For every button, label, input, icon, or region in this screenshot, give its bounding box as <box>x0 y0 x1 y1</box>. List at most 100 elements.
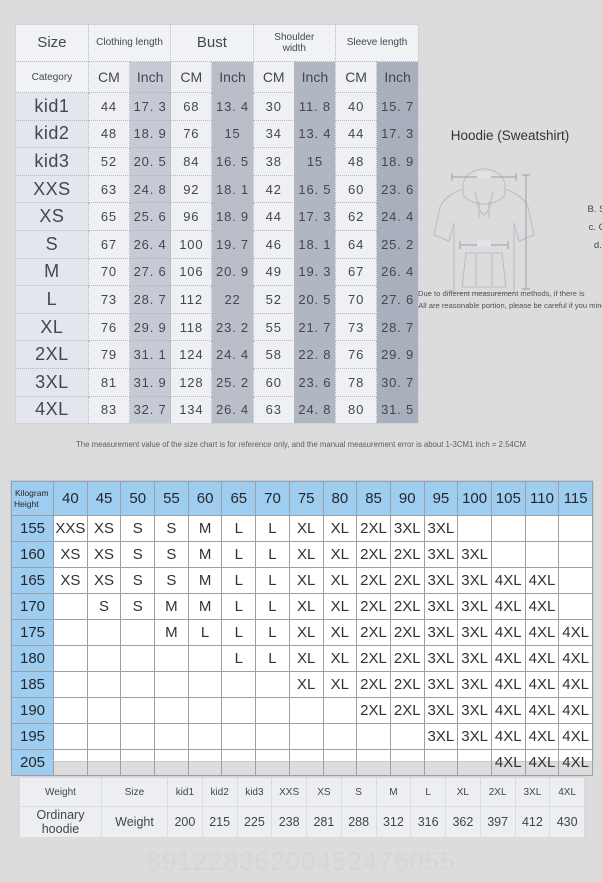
fit-grid-weight-header: 110 <box>524 481 560 516</box>
weight-table-cell: 215 <box>201 806 238 838</box>
fit-grid-cell <box>53 645 88 672</box>
table-row: Weight Size kid1 kid2 kid3 XXS XS S M L XL 2XL 3XL 4X… <box>19 777 585 807</box>
table-row: 160 XS XS S S M L L XL XL 2XL 2XL 3XL 3XL <box>11 541 593 568</box>
fit-grid-cell: XL <box>288 619 324 646</box>
fit-grid-cell <box>255 723 290 750</box>
fit-grid-cell: M <box>187 567 223 594</box>
fit-grid-cell: 2XL <box>389 593 425 620</box>
size-chart-cell: 24. 4 <box>211 340 254 369</box>
size-chart-cell: 44 <box>88 92 131 121</box>
weight-table-cell: 397 <box>479 806 516 838</box>
size-chart-cell: 30 <box>253 92 295 121</box>
fit-grid-cell: M <box>187 541 223 568</box>
fit-grid-cell: 2XL <box>356 541 391 568</box>
size-chart-size-label: 2XL <box>16 340 89 369</box>
fit-grid-corner: Kilogram Height <box>11 481 54 516</box>
table-row: kid1 44 17. 3 68 13. 4 30 11. 8 40 15. 7 <box>16 92 418 121</box>
legend-item-sleeve: d. Sleeve length <box>593 240 602 251</box>
size-chart-cell: 32. 7 <box>129 396 172 423</box>
hoodie-icon <box>433 168 535 294</box>
table-row: 195 3XL 3XL 4XL 4XL 4XL <box>11 723 593 750</box>
fit-grid-cell: 4XL <box>524 723 560 750</box>
fit-grid-cell <box>120 723 156 750</box>
fit-grid-cell: 2XL <box>356 671 391 698</box>
fit-grid-cell <box>356 749 391 776</box>
size-chart-size-label: S <box>16 230 89 259</box>
size-chart-cell: 26. 4 <box>376 258 418 287</box>
fit-grid-cell: 3XL <box>457 645 492 672</box>
fit-grid-cell <box>288 723 324 750</box>
fit-grid-cell: XL <box>288 541 324 568</box>
fit-grid-cell <box>120 619 156 646</box>
table-row: 190 2XL 2XL 3XL 3XL 4XL 4XL 4XL <box>11 697 593 724</box>
fit-grid-weight-header: 90 <box>389 481 425 516</box>
fit-grid-cell: XL <box>322 541 358 568</box>
fit-grid-cell: S <box>120 567 156 594</box>
size-chart-cell: 29. 9 <box>129 313 172 342</box>
fit-grid-cell: L <box>255 567 290 594</box>
fit-grid-cell: 4XL <box>558 749 593 776</box>
fit-grid-cell <box>255 697 290 724</box>
fit-grid-cell: 3XL <box>457 619 492 646</box>
fit-grid-cell <box>53 671 88 698</box>
size-chart-unit-header: Inch <box>294 61 336 93</box>
corner-height-label: Height <box>14 498 39 509</box>
fit-grid-height-header: 160 <box>11 541 54 568</box>
size-chart-cell: 26. 4 <box>129 230 172 259</box>
size-chart-cell: 48 <box>335 147 378 176</box>
fit-grid-cell: 4XL <box>490 749 526 776</box>
size-chart-cell: 16. 5 <box>294 175 336 204</box>
size-chart-cell: 52 <box>253 285 295 314</box>
size-chart-cell: 11. 8 <box>294 92 336 121</box>
table-row: XL 76 29. 9 118 23. 2 55 21. 7 73 28. 7 <box>16 313 418 342</box>
fit-grid-cell <box>221 671 257 698</box>
size-chart-cell: 76 <box>335 340 378 369</box>
corner-kilogram-label: Kilogram <box>15 487 49 498</box>
weight-table-header-cell: XS <box>306 777 342 807</box>
fit-grid-cell: S <box>154 515 189 542</box>
fit-grid-cell <box>457 749 492 776</box>
table-row: XXS 63 24. 8 92 18. 1 42 16. 5 60 23. 6 <box>16 175 418 204</box>
size-chart-cell: 25. 2 <box>376 230 418 259</box>
fit-grid-cell: S <box>120 515 156 542</box>
fit-grid-cell <box>423 749 459 776</box>
fit-grid-cell <box>86 749 122 776</box>
size-chart-cell: 48 <box>88 120 131 149</box>
size-chart-cell: 118 <box>170 313 213 342</box>
fit-grid-cell <box>53 619 88 646</box>
fit-grid-cell: XL <box>288 671 324 698</box>
size-chart-cell: 28. 7 <box>129 285 172 314</box>
fit-grid-weight-header: 40 <box>53 481 88 516</box>
size-chart-cell: 25. 2 <box>211 368 254 397</box>
fit-grid-cell: 4XL <box>490 567 526 594</box>
size-chart-cell: 24. 4 <box>376 202 418 231</box>
size-chart-corner-category: Category <box>16 61 89 93</box>
chart-footnote: The measurement value of the size chart … <box>76 440 526 449</box>
fit-grid-cell <box>53 749 88 776</box>
table-row: 165 XS XS S S M L L XL XL 2XL 2XL 3XL 3XL 4XL 4XL <box>11 567 593 594</box>
fit-grid-cell: L <box>221 515 257 542</box>
fit-grid-cell: 2XL <box>389 541 425 568</box>
size-chart-cell: 18. 9 <box>211 202 254 231</box>
fit-grid-weight-header: 70 <box>255 481 290 516</box>
size-chart-table: Size Clothing length Bust Shoulder width Slee… <box>16 25 418 423</box>
illustration-title: Hoodie (Sweatshirt) <box>450 128 570 143</box>
size-chart-cell: 84 <box>170 147 213 176</box>
fit-grid-height-header: 165 <box>11 567 54 594</box>
fit-grid-cell: XL <box>322 671 358 698</box>
table-row: kid3 52 20. 5 84 16. 5 38 15 48 18. 9 <box>16 147 418 176</box>
size-chart-cell: 15 <box>211 120 254 149</box>
fit-grid-cell: XL <box>288 645 324 672</box>
fit-grid-height-header: 190 <box>11 697 54 724</box>
size-chart-cell: 80 <box>335 396 378 423</box>
size-chart-cell: 23. 6 <box>294 368 336 397</box>
weight-table-header-cell: Weight <box>19 777 102 807</box>
size-chart-unit-header: CM <box>253 61 295 93</box>
size-chart-cell: 134 <box>170 396 213 423</box>
size-chart-unit-header: Inch <box>129 61 172 93</box>
size-chart-size-label: L <box>16 285 89 314</box>
fit-grid-cell: L <box>221 567 257 594</box>
fit-grid-cell: M <box>187 593 223 620</box>
table-row: 185 XL XL 2XL 2XL 3XL 3XL 4XL 4XL 4XL <box>11 671 593 698</box>
fit-grid-cell: L <box>221 645 257 672</box>
